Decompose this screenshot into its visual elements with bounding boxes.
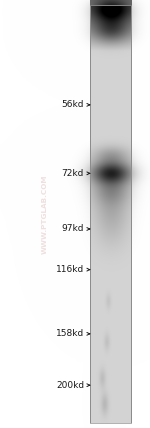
Text: 56kd: 56kd [61,100,84,110]
Text: 72kd: 72kd [62,169,84,178]
Text: 97kd: 97kd [61,224,84,234]
Text: 200kd: 200kd [56,380,84,390]
Text: WWW.PTGLAB.COM: WWW.PTGLAB.COM [42,174,48,254]
Text: 158kd: 158kd [56,329,84,339]
Text: 116kd: 116kd [56,265,84,274]
